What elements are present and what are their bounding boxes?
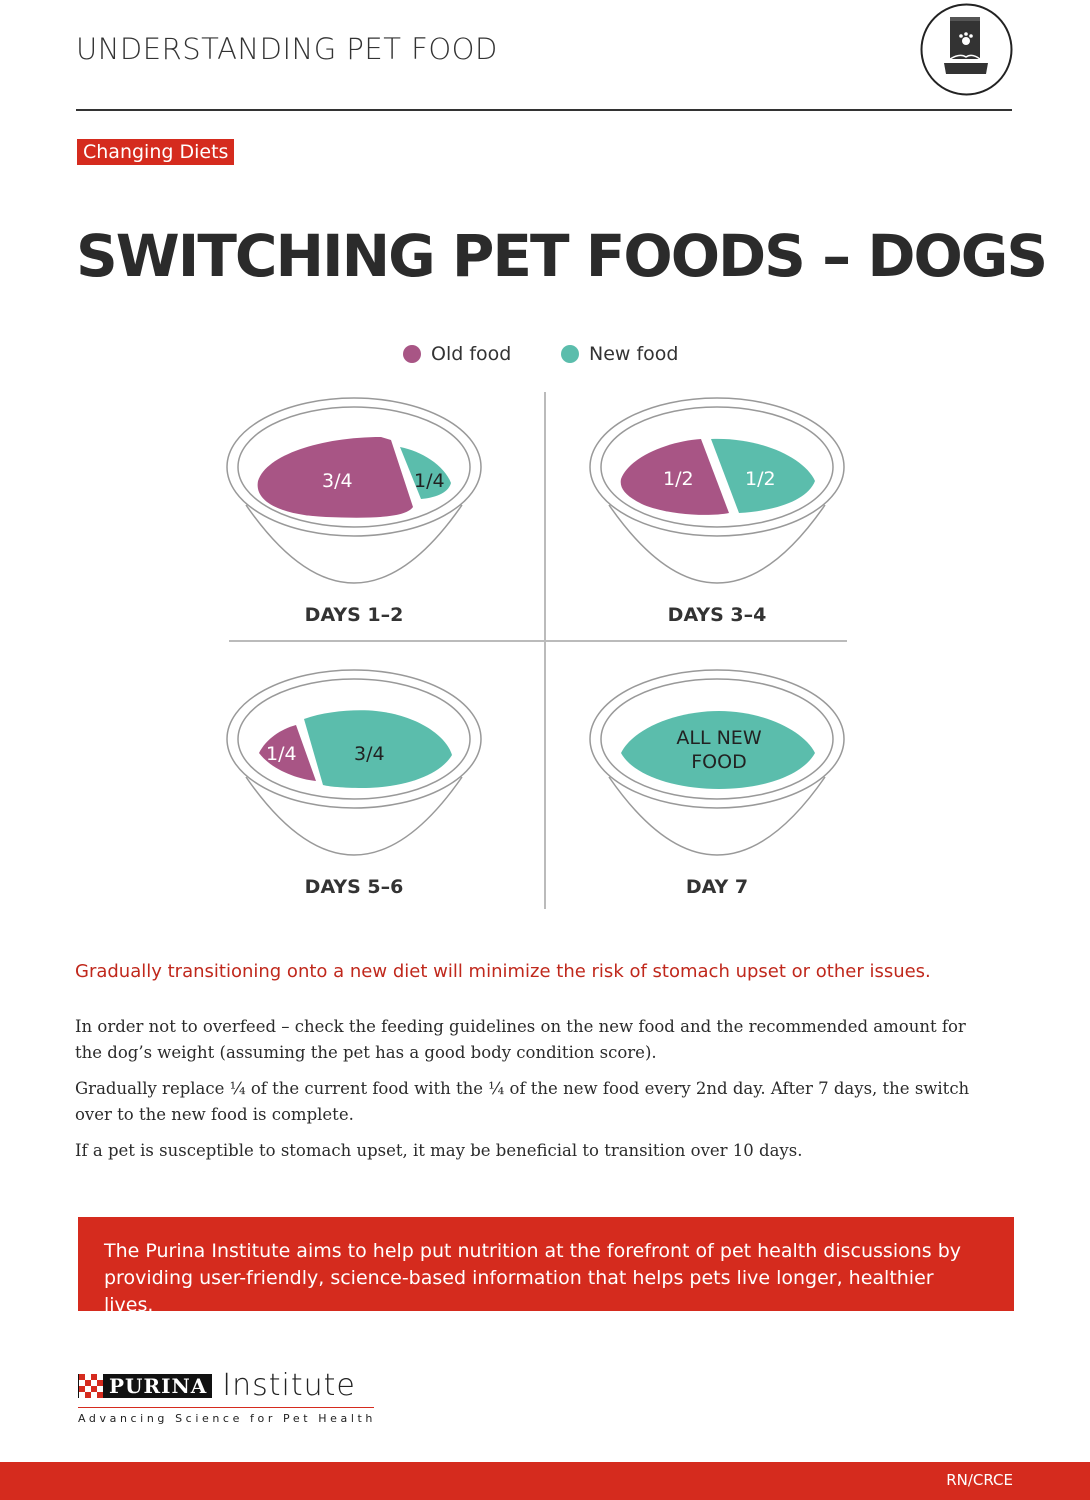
checkerboard-icon [79, 1373, 103, 1398]
header-divider [76, 109, 1012, 111]
old-food-fraction: 3/4 [322, 470, 353, 492]
bowl-days-5-6: 1/4 3/4 [226, 669, 486, 864]
old-food-fraction: 1/2 [663, 468, 694, 490]
old-food-portion [620, 439, 729, 515]
paragraph: If a pet is susceptible to stomach upset… [75, 1141, 803, 1160]
purina-institute-logo: PURINA Institute Advancing Science for P… [78, 1368, 376, 1425]
legend-label: Old food [431, 343, 512, 365]
new-food-portion [621, 711, 815, 789]
page-title: SWITCHING PET FOODS – DOGS [76, 222, 1048, 290]
grid-divider-horizontal [229, 640, 847, 642]
legend-new-food: New food [561, 343, 678, 365]
new-food-label: ALL NEW FOOD [676, 727, 762, 773]
legend-label: New food [589, 343, 679, 365]
logo-brand: PURINA [109, 1373, 208, 1398]
new-food-swatch [561, 345, 579, 363]
pet-food-bag-icon [920, 3, 1013, 96]
legend-old-food: Old food [403, 343, 511, 365]
bowl-days-3-4: 1/2 1/2 [589, 397, 849, 592]
new-food-fraction: 1/4 [414, 470, 445, 492]
new-food-fraction: 1/2 [745, 468, 776, 490]
footer-bar [0, 1462, 1090, 1500]
day-label: DAYS 1–2 [304, 604, 404, 626]
paragraph: In order not to overfeed – check the fee… [75, 1017, 966, 1062]
old-food-portion [259, 725, 316, 781]
bowl-days-1-2: 3/4 1/4 [226, 397, 486, 592]
old-food-fraction: 1/4 [266, 743, 297, 765]
logo-tagline: Advancing Science for Pet Health [78, 1412, 376, 1425]
category-tag: Changing Diets [77, 139, 235, 165]
new-food-portion [304, 710, 452, 788]
footer-code: RN/CRCE [946, 1471, 1013, 1489]
header-title: UNDERSTANDING PET FOOD [76, 32, 498, 66]
logo-name: Institute [222, 1368, 356, 1403]
paragraph: Gradually replace ¼ of the current food … [75, 1079, 970, 1124]
new-food-portion [711, 438, 815, 513]
old-food-portion [257, 437, 413, 518]
new-food-portion [400, 447, 451, 499]
bowl-day-7: ALL NEW FOOD [589, 669, 849, 864]
old-food-swatch [403, 345, 421, 363]
grid-divider-vertical [544, 392, 546, 909]
new-food-fraction: 3/4 [354, 743, 385, 765]
day-label: DAYS 5–6 [304, 876, 404, 898]
intro-text: Gradually transitioning onto a new diet … [75, 961, 931, 982]
day-label: DAY 7 [685, 876, 749, 898]
mission-banner: The Purina Institute aims to help put nu… [78, 1217, 1014, 1316]
day-label: DAYS 3–4 [667, 604, 767, 626]
